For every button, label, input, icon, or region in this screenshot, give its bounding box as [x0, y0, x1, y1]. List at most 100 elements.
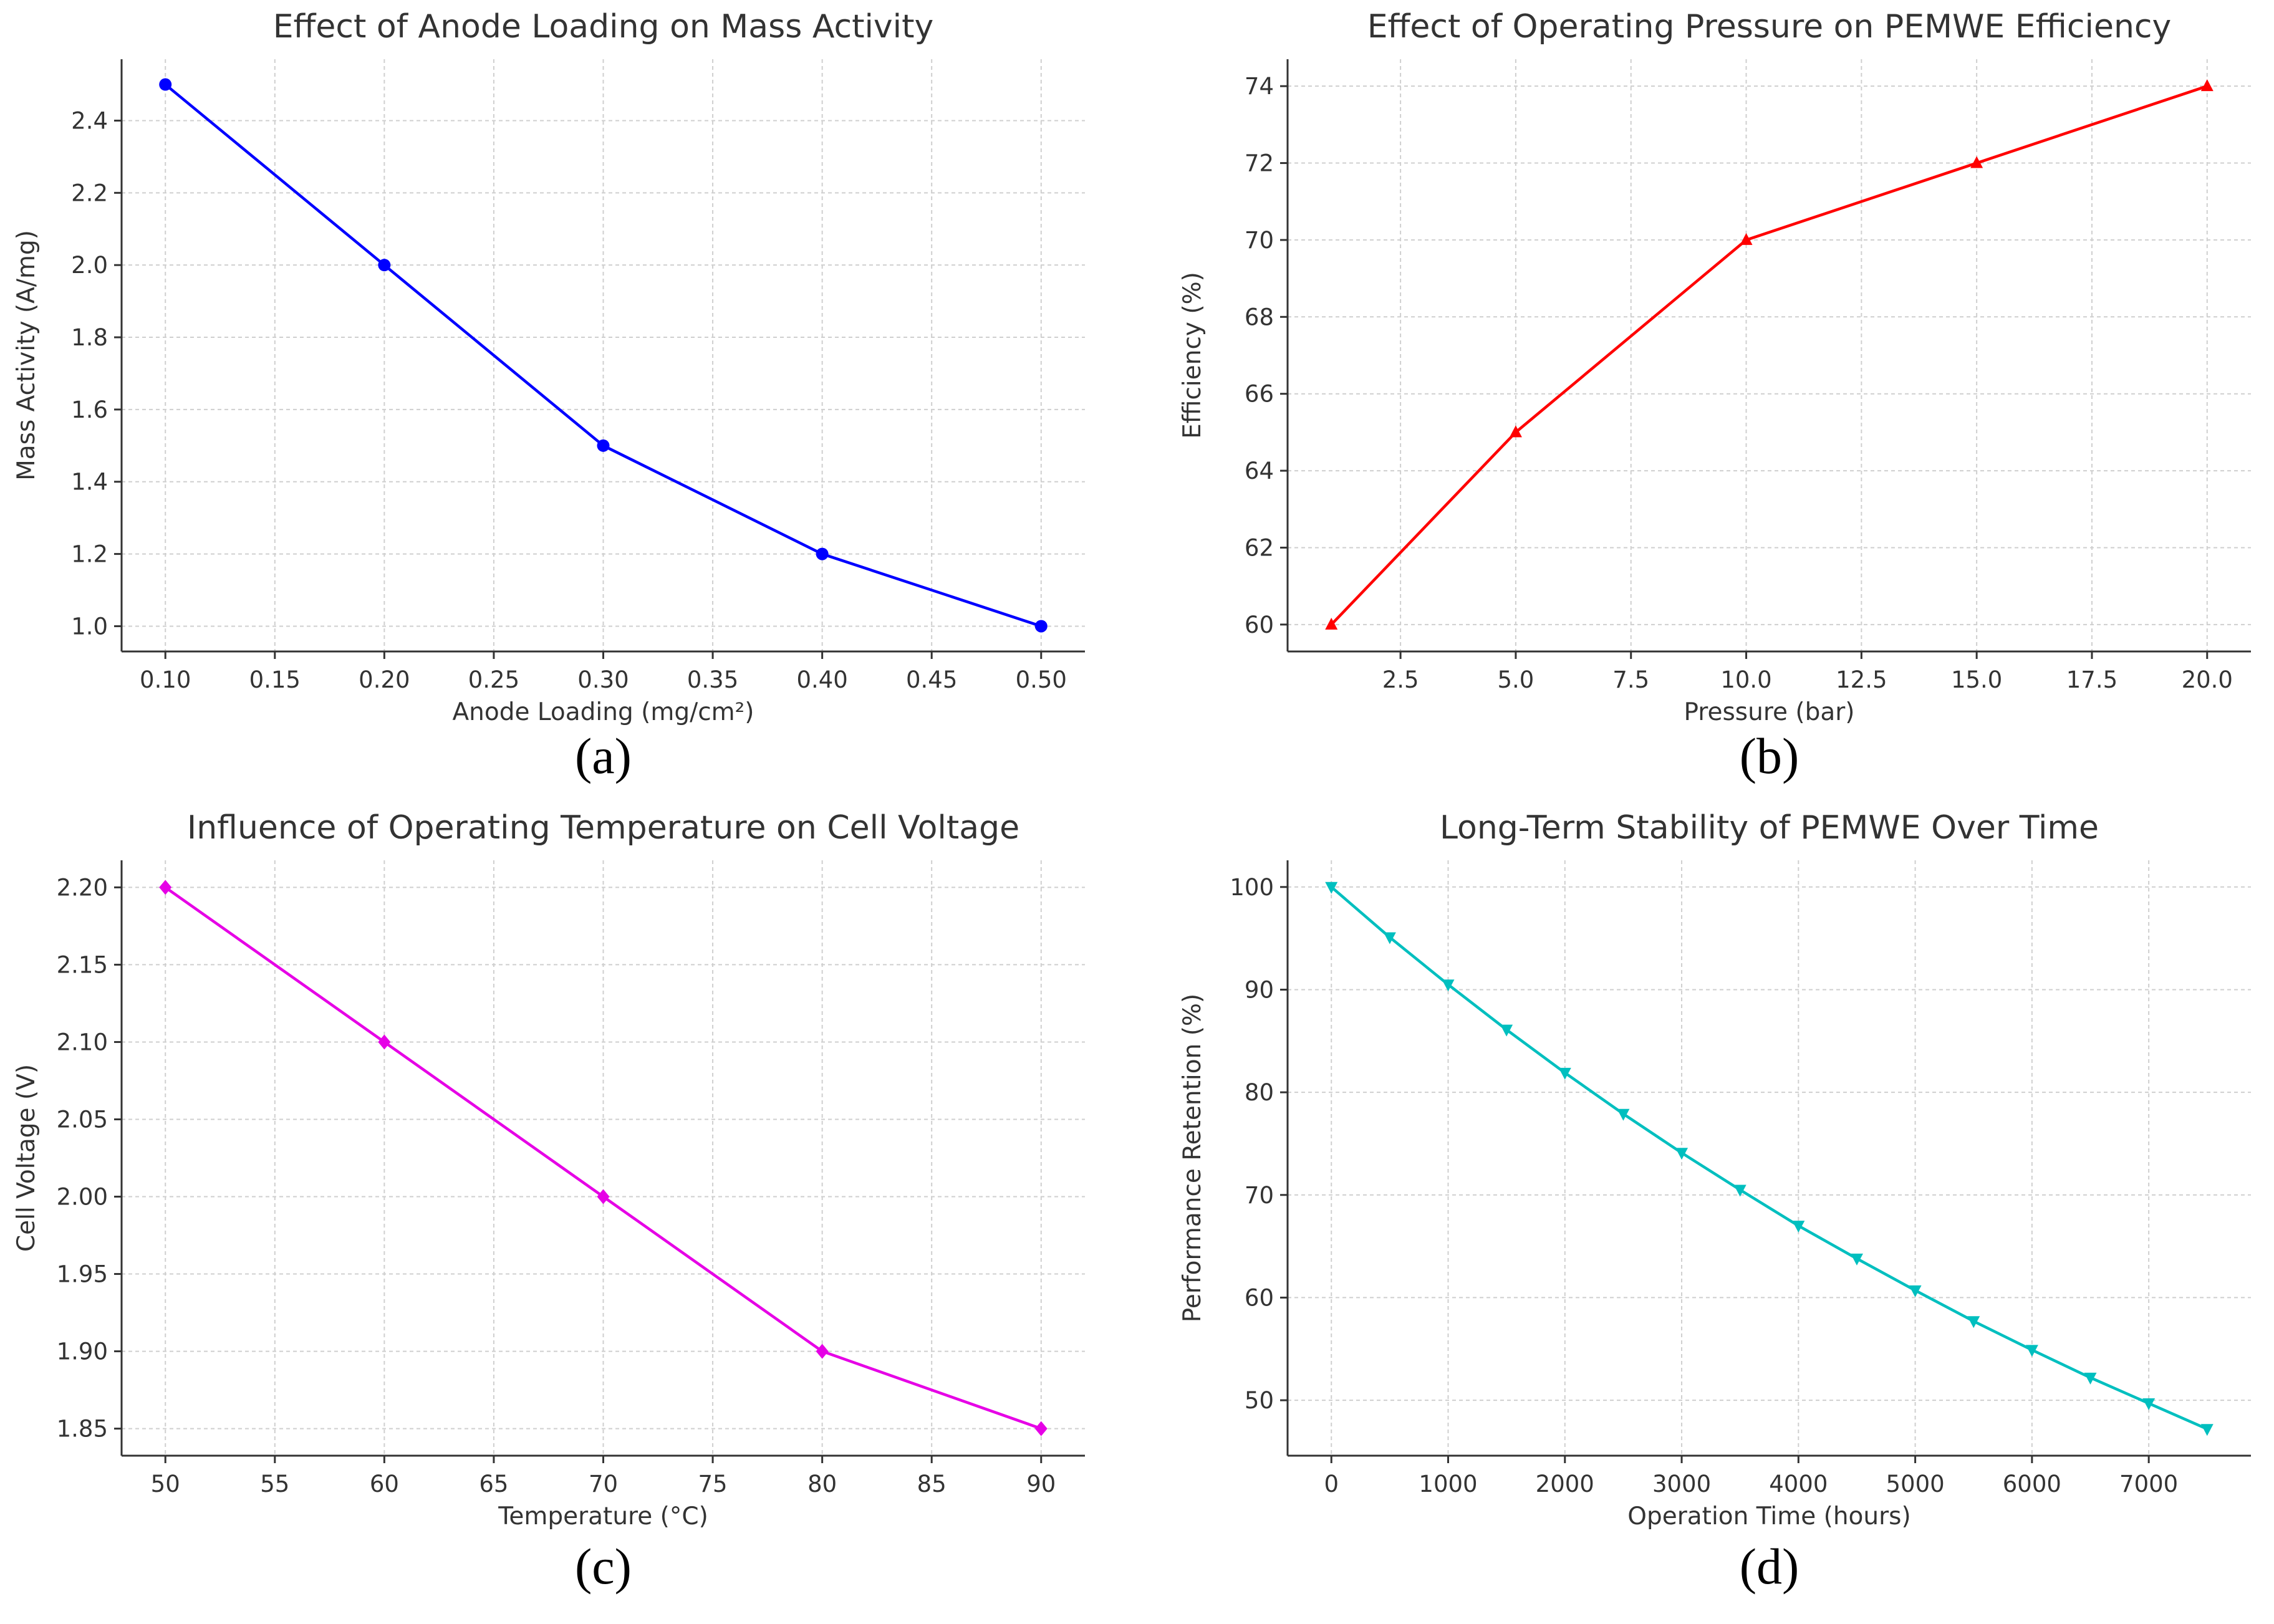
- data-point: [159, 78, 172, 91]
- data-point: [1740, 233, 1753, 245]
- chart-title: Influence of Operating Temperature on Ce…: [187, 809, 1019, 847]
- y-axis-label: Mass Activity (A/mg): [12, 230, 41, 481]
- chart-title: Effect of Anode Loading on Mass Activity: [273, 8, 934, 46]
- series-line: [1330, 886, 2208, 1431]
- y-tick-label: 1.6: [71, 396, 108, 423]
- x-tick-label: 10.0: [1720, 666, 1771, 693]
- x-tick-label: 12.5: [1836, 666, 1887, 693]
- data-point: [2200, 1424, 2214, 1436]
- data-point: [816, 1343, 829, 1359]
- x-tick-label: 50: [151, 1471, 180, 1497]
- x-tick-label: 20.0: [2182, 666, 2233, 693]
- y-tick-label: 1.95: [57, 1261, 108, 1288]
- data-point: [378, 259, 391, 272]
- x-tick-label: 2.5: [1382, 666, 1419, 693]
- chart-panel-3: 0 1000 2000 3000 4000 5000 6000 7000 50 60 70 80 90 1…: [1178, 809, 2251, 1595]
- data-point: [1909, 1285, 1922, 1297]
- data-point: [378, 1034, 391, 1050]
- data-point: [2200, 79, 2214, 92]
- x-tick-label: 2000: [1536, 1471, 1594, 1497]
- data-point: [1442, 979, 1455, 992]
- data-point: [1967, 1316, 1980, 1329]
- y-tick-label: 1.2: [71, 541, 108, 568]
- panel-caption: (c): [575, 1538, 632, 1595]
- y-tick-label: 50: [1245, 1387, 1274, 1414]
- y-axis-label: Performance Retention (%): [1178, 994, 1207, 1322]
- data-point: [1325, 882, 1338, 894]
- x-tick-label: 65: [479, 1471, 508, 1497]
- y-tick-label: 70: [1245, 1182, 1274, 1209]
- panel-caption: (d): [1740, 1538, 1799, 1595]
- data-point: [597, 439, 610, 452]
- y-tick-label: 2.0: [71, 252, 108, 279]
- x-tick-label: 5.0: [1497, 666, 1534, 693]
- data-point: [1034, 620, 1048, 633]
- x-tick-label: 90: [1026, 1471, 1056, 1497]
- y-tick-label: 1.4: [71, 469, 108, 496]
- y-axis-label: Cell Voltage (V): [12, 1064, 41, 1252]
- y-tick-label: 90: [1245, 976, 1274, 1003]
- y-tick-label: 100: [1230, 874, 1274, 901]
- y-tick-label: 2.05: [57, 1106, 108, 1133]
- y-axis-label: Efficiency (%): [1178, 272, 1207, 439]
- x-tick-label: 85: [917, 1471, 947, 1497]
- x-tick-label: 5000: [1886, 1471, 1945, 1497]
- data-point: [1558, 1067, 1571, 1080]
- chart-title: Long-Term Stability of PEMWE Over Time: [1440, 809, 2099, 847]
- x-tick-label: 75: [698, 1471, 728, 1497]
- data-point: [1617, 1108, 1630, 1121]
- data-point: [1034, 1421, 1048, 1436]
- x-axis-label: Pressure (bar): [1684, 698, 1854, 726]
- chart-panel-2: 50 55 60 65 70 75 80 85 90 1.85 1.90 1.95 2.00 2.05 2.…: [12, 809, 1085, 1595]
- data-point: [1733, 1184, 1746, 1197]
- x-tick-label: 17.5: [2066, 666, 2117, 693]
- x-axis-label: Temperature (°C): [498, 1502, 708, 1530]
- y-tick-label: 1.0: [71, 613, 108, 640]
- x-tick-label: 1000: [1419, 1471, 1477, 1497]
- x-tick-label: 0.50: [1016, 666, 1067, 693]
- y-tick-label: 2.20: [57, 874, 108, 901]
- x-tick-label: 0.35: [687, 666, 738, 693]
- data-point: [1675, 1148, 1689, 1160]
- x-tick-label: 0.45: [906, 666, 957, 693]
- y-tick-label: 2.4: [71, 107, 108, 134]
- y-tick-label: 64: [1245, 458, 1274, 484]
- x-axis-label: Operation Time (hours): [1627, 1502, 1910, 1530]
- y-tick-label: 2.15: [57, 951, 108, 978]
- y-tick-label: 60: [1245, 612, 1274, 638]
- x-tick-label: 0.20: [359, 666, 410, 693]
- y-tick-label: 72: [1245, 150, 1274, 177]
- y-tick-label: 66: [1245, 381, 1274, 408]
- y-tick-label: 2.10: [57, 1029, 108, 1055]
- x-tick-label: 80: [807, 1471, 837, 1497]
- data-point: [816, 547, 829, 560]
- x-tick-label: 0.15: [249, 666, 301, 693]
- y-tick-label: 80: [1245, 1079, 1274, 1106]
- x-tick-label: 15.0: [1951, 666, 2002, 693]
- x-tick-label: 60: [370, 1471, 399, 1497]
- y-tick-label: 62: [1245, 534, 1274, 561]
- data-point: [1970, 156, 1983, 168]
- x-tick-label: 0: [1324, 1471, 1339, 1497]
- data-point: [1509, 425, 1522, 438]
- x-tick-label: 4000: [1769, 1471, 1828, 1497]
- x-tick-label: 0.25: [468, 666, 519, 693]
- chart-title: Effect of Operating Pressure on PEMWE Ef…: [1367, 8, 2172, 46]
- y-tick-label: 60: [1245, 1284, 1274, 1311]
- x-tick-label: 3000: [1652, 1471, 1711, 1497]
- y-tick-label: 1.8: [71, 324, 108, 351]
- data-point: [1792, 1221, 1805, 1233]
- x-tick-label: 0.10: [140, 666, 191, 693]
- x-tick-label: 6000: [2003, 1471, 2061, 1497]
- data-point: [1500, 1024, 1513, 1037]
- data-point: [2142, 1398, 2156, 1411]
- data-point: [2084, 1372, 2097, 1385]
- chart-panel-1: 2.5 5.0 7.5 10.0 12.5 15.0 17.5 20.0 60 62 64 66 68 7…: [1178, 8, 2251, 784]
- x-tick-label: 70: [589, 1471, 618, 1497]
- data-point: [1325, 617, 1338, 630]
- data-point: [159, 880, 172, 895]
- x-tick-label: 7000: [2119, 1471, 2178, 1497]
- x-tick-label: 7.5: [1612, 666, 1649, 693]
- y-tick-label: 74: [1245, 73, 1274, 100]
